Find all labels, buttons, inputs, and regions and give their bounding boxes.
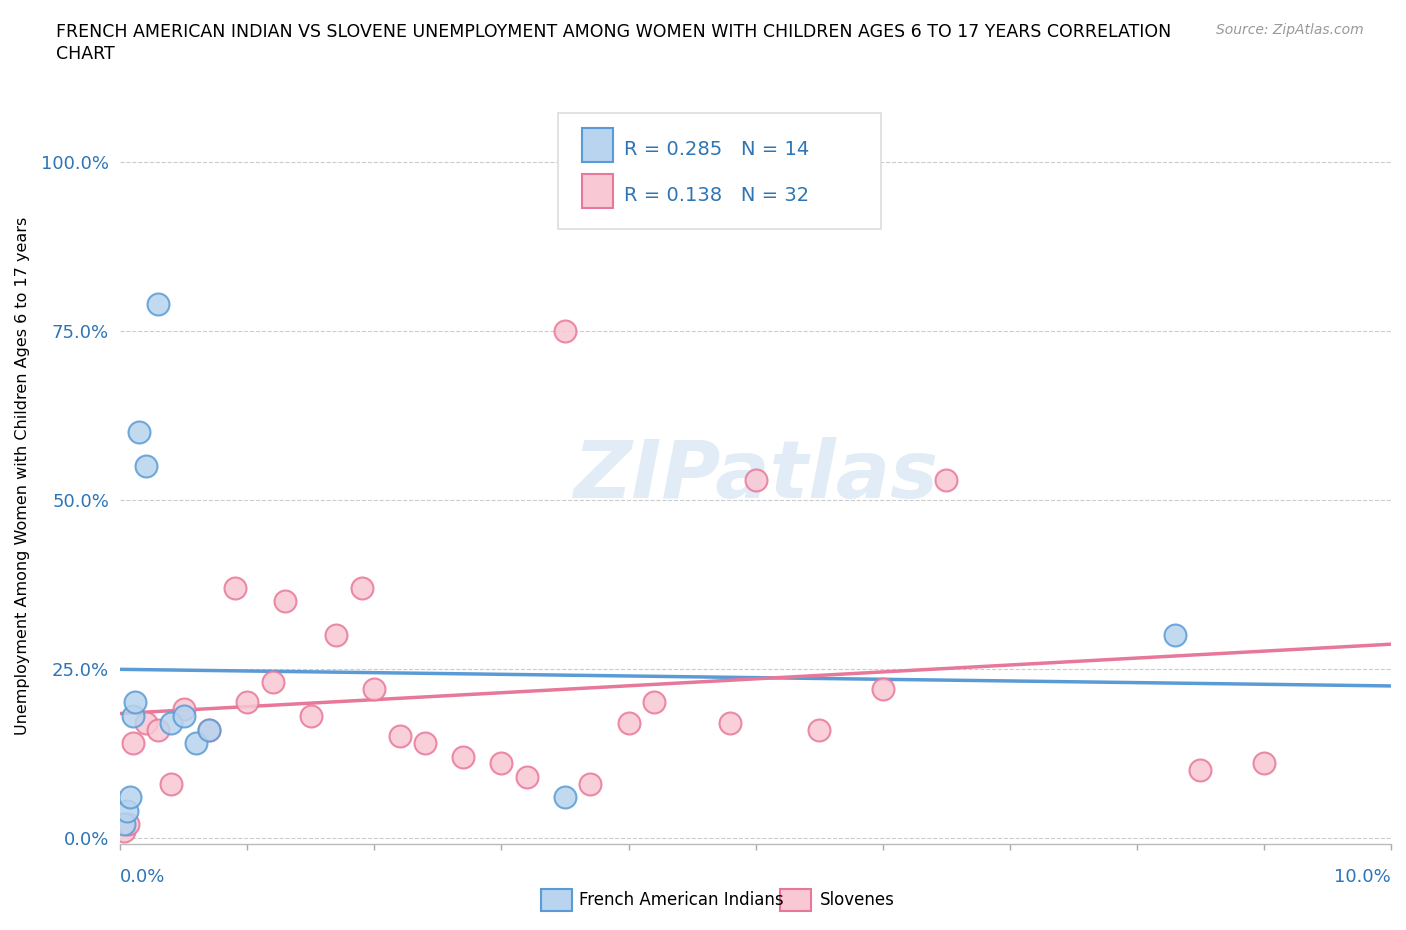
Point (1164, 628, 1187, 643)
Point (135, 458, 157, 473)
Point (325, 628, 347, 643)
Point (299, 709, 322, 724)
Point (122, 709, 145, 724)
Point (491, 756, 513, 771)
Point (274, 593, 297, 608)
Point (173, 709, 195, 724)
Point (872, 682, 894, 697)
Point (236, 695, 259, 710)
Point (453, 749, 475, 764)
Point (1253, 756, 1275, 771)
Text: CHART: CHART (56, 45, 115, 62)
Point (718, 715, 741, 730)
Point (112, 817, 135, 831)
Point (554, 790, 576, 804)
Text: R = 0.138   N = 32: R = 0.138 N = 32 (624, 186, 810, 205)
Point (617, 715, 640, 730)
Point (262, 675, 284, 690)
Text: French American Indians: French American Indians (579, 891, 785, 910)
Point (224, 580, 246, 595)
Point (388, 729, 411, 744)
Point (120, 790, 142, 804)
Point (160, 715, 183, 730)
Text: Source: ZipAtlas.com: Source: ZipAtlas.com (1216, 23, 1364, 37)
Point (363, 682, 385, 697)
Point (579, 777, 602, 791)
Point (160, 777, 183, 791)
Point (643, 695, 665, 710)
Point (173, 702, 195, 717)
Point (198, 722, 221, 737)
Point (148, 297, 170, 312)
Point (935, 472, 957, 487)
Point (350, 580, 373, 595)
Text: 10.0%: 10.0% (1334, 868, 1391, 885)
Point (122, 736, 145, 751)
Point (112, 823, 135, 838)
Text: FRENCH AMERICAN INDIAN VS SLOVENE UNEMPLOYMENT AMONG WOMEN WITH CHILDREN AGES 6 : FRENCH AMERICAN INDIAN VS SLOVENE UNEMPL… (56, 23, 1171, 41)
Point (135, 715, 157, 730)
Point (117, 817, 139, 831)
Point (808, 722, 831, 737)
Point (186, 736, 208, 751)
Point (198, 722, 221, 737)
Point (744, 472, 766, 487)
Text: Slovenes: Slovenes (820, 891, 894, 910)
Point (128, 425, 150, 440)
Text: 0.0%: 0.0% (121, 868, 166, 885)
Point (124, 695, 146, 710)
Y-axis label: Unemployment Among Women with Children Ages 6 to 17 years: Unemployment Among Women with Children A… (15, 217, 30, 736)
Point (554, 324, 576, 339)
Text: ZIPatlas: ZIPatlas (574, 437, 938, 515)
Point (115, 804, 138, 818)
Text: R = 0.285   N = 14: R = 0.285 N = 14 (624, 140, 810, 159)
Point (516, 769, 538, 784)
Point (148, 722, 170, 737)
Point (413, 736, 436, 751)
Point (1189, 763, 1212, 777)
